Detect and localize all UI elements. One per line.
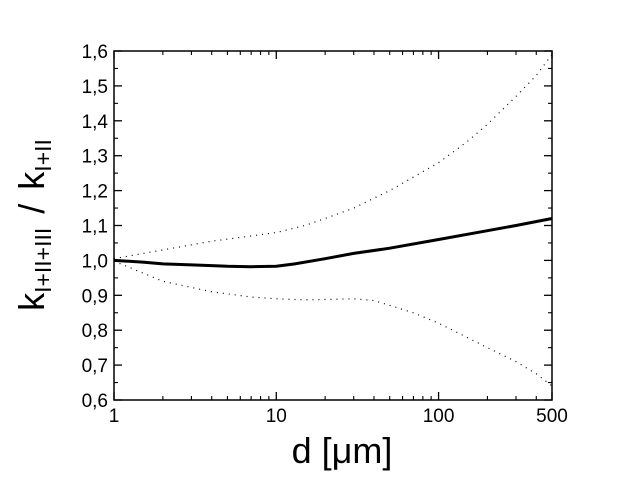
y-label-separator: /: [11, 204, 52, 214]
y-axis-label: kI+II+III/kI+II: [11, 139, 56, 311]
plot-frame: [113, 50, 553, 401]
x-tick-label: 500: [536, 406, 568, 427]
series-line-lower-bound: [113, 260, 553, 387]
svg-text:kI+II+III/kI+II: kI+II+III/kI+II: [11, 139, 56, 311]
series-line-upper-bound: [113, 54, 553, 260]
x-tick-label: 10: [266, 406, 287, 427]
series-line-mean: [113, 217, 553, 269]
y-tick-label: 1,3: [82, 147, 108, 168]
y-label-k-numerator: k: [11, 292, 52, 311]
x-axis-label: d [μm]: [292, 430, 393, 471]
y-label-k-denominator: k: [11, 171, 52, 190]
y-tick-label: 1,5: [82, 77, 108, 98]
y-tick-label: 1,1: [82, 217, 108, 238]
x-tick-label: 100: [423, 406, 455, 427]
y-label-subscript-numerator: I+II+III: [30, 228, 56, 293]
y-tick-label: 1,0: [82, 251, 108, 272]
ticks-layer: 0,6 0,7 0,8 0,9 1,0 1,1 1,2 1,3 1,4 1,5 1,6 1 10 100 5…: [82, 42, 568, 427]
y-tick-label: 1,2: [82, 182, 108, 203]
y-tick-label: 0,8: [82, 321, 108, 342]
x-tick-label: 1: [109, 406, 120, 427]
y-tick-label: 1,4: [82, 112, 109, 133]
y-tick-label: 0,6: [82, 391, 108, 412]
y-label-subscript-denominator: I+II: [30, 139, 56, 172]
y-tick-label: 1,6: [82, 42, 108, 63]
y-tick-label: 0,7: [82, 356, 108, 377]
series-layer: [113, 54, 553, 387]
y-tick-label: 0,9: [82, 286, 108, 307]
